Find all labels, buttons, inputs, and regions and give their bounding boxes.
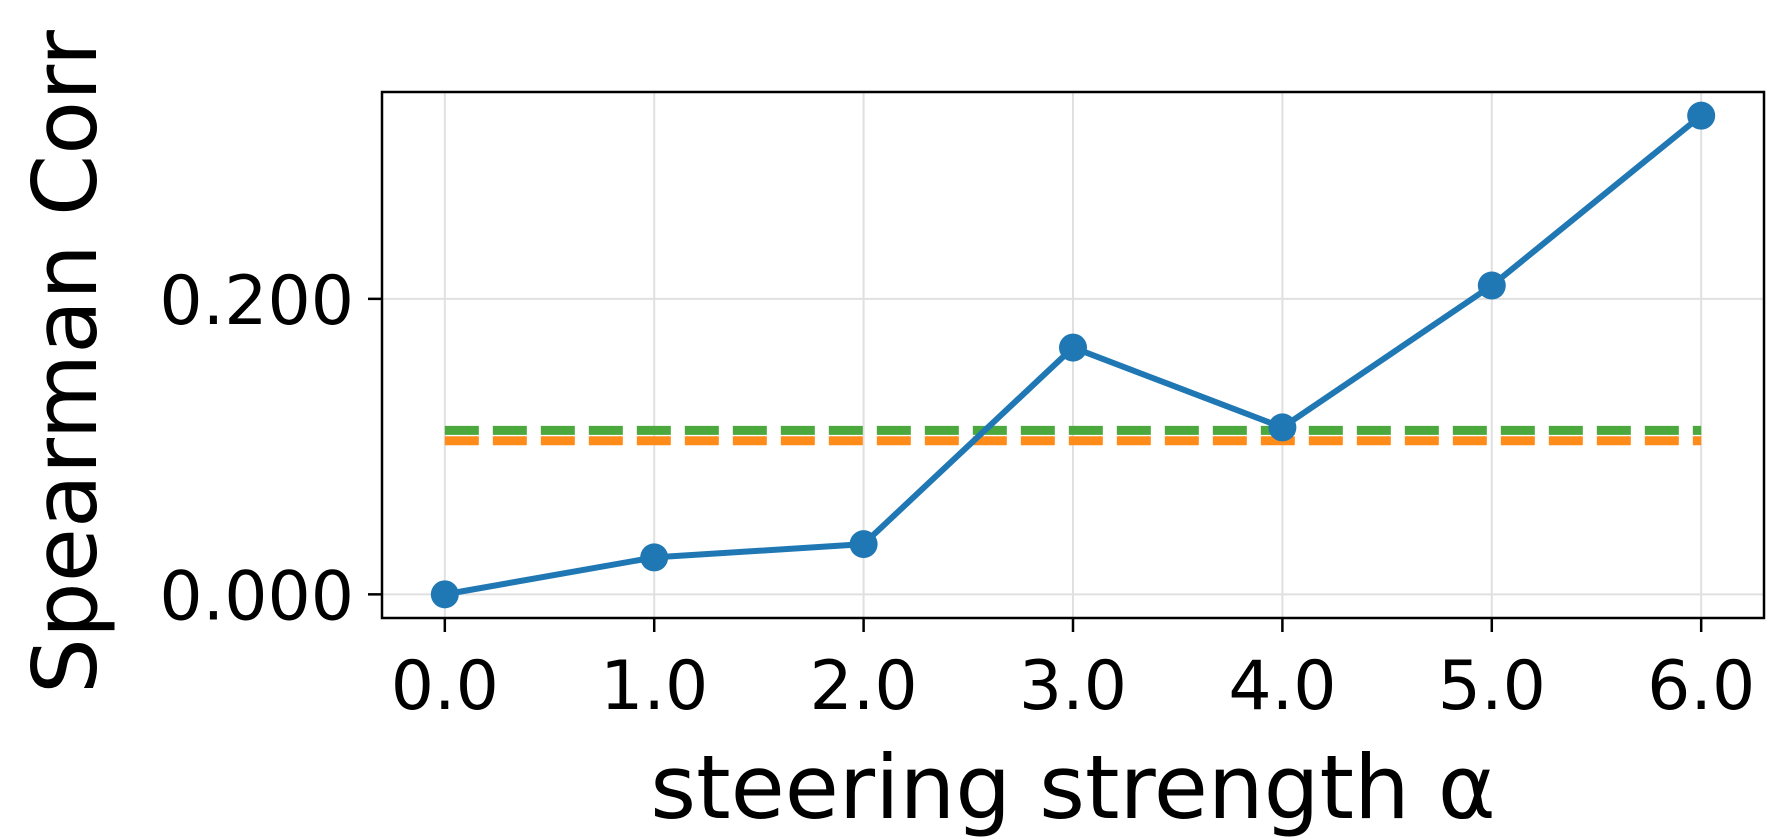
data-point — [640, 543, 669, 572]
x-tick-label: 3.0 — [1019, 647, 1127, 726]
x-tick-label: 6.0 — [1647, 647, 1755, 726]
reference-lines — [444, 425, 1702, 446]
data-point — [1059, 333, 1087, 362]
series-layer — [430, 101, 1716, 609]
y-tick-label: 0.000 — [159, 557, 354, 636]
y-axis-title: Spearman Corr — [14, 29, 117, 694]
grid-lines — [382, 92, 1764, 618]
data-point — [849, 530, 878, 559]
ticks: 0.0 1.0 2.0 3.0 4.0 5.0 6.0 0.000 0.200 — [159, 262, 1755, 726]
x-tick-label: 1.0 — [600, 647, 708, 726]
x-tick-label: 0.0 — [391, 647, 499, 726]
y-tick-label: 0.200 — [159, 262, 354, 341]
x-tick-label: 5.0 — [1438, 647, 1546, 726]
x-axis-title: steering strength α — [650, 736, 1496, 839]
x-tick-label: 2.0 — [810, 647, 918, 726]
x-tick-label: 4.0 — [1228, 647, 1336, 726]
data-point — [1687, 101, 1716, 130]
data-point — [1477, 271, 1506, 300]
data-point — [1268, 413, 1297, 442]
data-point — [430, 580, 459, 609]
